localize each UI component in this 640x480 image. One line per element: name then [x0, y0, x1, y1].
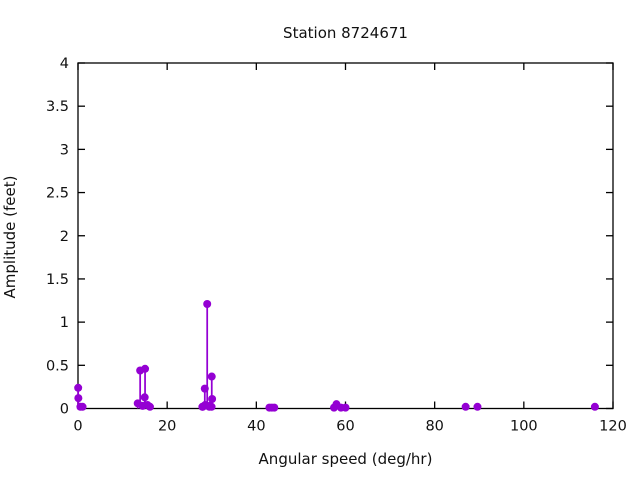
y-tick-label: 1 [60, 315, 69, 331]
y-tick-label: 2.5 [46, 186, 69, 202]
y-tick-label: 0.5 [46, 358, 69, 374]
x-tick-label: 120 [599, 419, 627, 435]
data-point [74, 394, 83, 403]
x-tick-label: 60 [336, 419, 354, 435]
plot-frame [77, 62, 614, 410]
x-tick-label: 100 [510, 419, 538, 435]
data-point [200, 384, 209, 393]
x-tick-label: 40 [247, 419, 265, 435]
y-tick-label: 0 [60, 402, 69, 418]
x-axis-label: Angular speed (deg/hr) [258, 450, 433, 468]
data-point [78, 402, 87, 411]
y-tick-label: 2 [60, 229, 69, 245]
data-point [203, 299, 212, 308]
data-point [141, 364, 150, 373]
y-tick-label: 3.5 [46, 99, 69, 115]
y-axis-label: Amplitude (feet) [1, 175, 19, 299]
x-tick-label: 80 [425, 419, 443, 435]
data-point [473, 402, 482, 411]
data-point [74, 383, 83, 392]
data-point [341, 403, 350, 412]
data-point [590, 402, 599, 411]
data-point [207, 372, 216, 381]
data-point [461, 402, 470, 411]
y-tick-label: 4 [60, 56, 69, 72]
data-point [140, 393, 149, 402]
x-tick-label: 20 [158, 419, 176, 435]
data-point [208, 394, 217, 403]
y-tick-label: 1.5 [46, 272, 69, 288]
data-point [207, 402, 216, 411]
y-tick-label: 3 [60, 142, 69, 158]
x-tick-label: 0 [73, 419, 82, 435]
chart-title: Station 8724671 [283, 24, 408, 42]
data-point [270, 403, 279, 412]
data-point [145, 402, 154, 411]
